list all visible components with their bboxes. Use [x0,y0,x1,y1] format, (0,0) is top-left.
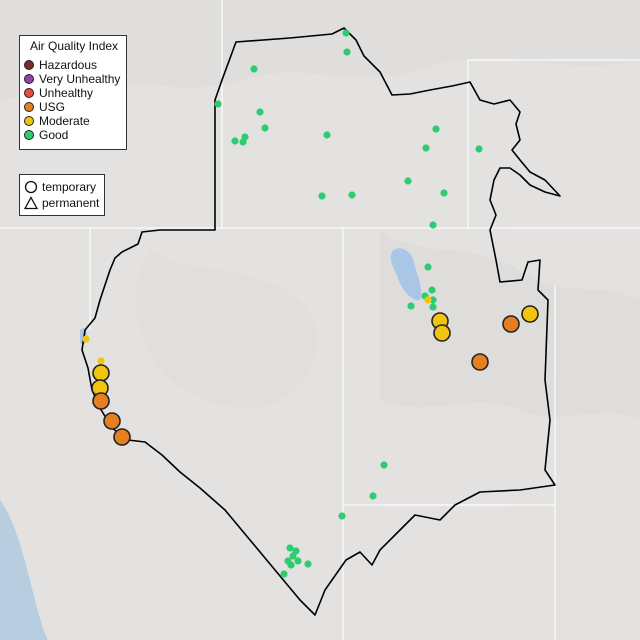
good-monitor-marker[interactable] [429,303,437,311]
legend-item-temporary: temporary [24,180,96,194]
good-monitor-marker[interactable] [287,561,295,569]
legend-item-good: Good [24,128,68,142]
legend-label: USG [39,100,66,114]
good-monitor-marker[interactable] [369,492,377,500]
legend-label: Very Unhealthy [39,72,121,86]
good-monitor-marker[interactable] [231,137,239,145]
circle-outline-icon [24,180,38,194]
legend-item-very-unhealthy: Very Unhealthy [24,72,120,86]
good-monitor-marker[interactable] [380,461,388,469]
good-monitor-marker[interactable] [424,263,432,271]
elevated-monitor-layer [91,305,539,446]
good-monitor-marker[interactable] [428,286,436,294]
good-monitor-marker[interactable] [214,100,222,108]
region-boundary [81,27,561,616]
good-monitor-marker[interactable] [286,544,294,552]
good-monitor-marker[interactable] [250,65,258,73]
moderate-monitor-marker[interactable] [424,296,432,304]
legend-item-unhealthy: Unhealthy [24,86,93,100]
aqi-legend: Air Quality Index Hazardous Very Unhealt… [19,35,127,150]
legend-item-permanent: permanent [24,196,99,210]
usg-monitor-marker[interactable] [502,315,520,333]
good-monitor-marker[interactable] [475,145,483,153]
monitor-type-legend: temporary permanent [19,174,105,216]
good-monitor-marker[interactable] [318,192,326,200]
good-monitor-marker[interactable] [342,29,350,37]
moderate-monitor-marker[interactable] [92,364,110,382]
legend-label: Moderate [39,114,90,128]
good-monitor-marker[interactable] [239,138,247,146]
moderate-monitor-marker[interactable] [521,305,539,323]
usg-monitor-marker[interactable] [471,353,489,371]
legend-title: Air Quality Index [30,39,119,53]
good-monitor-marker[interactable] [348,191,356,199]
good-monitor-marker[interactable] [429,221,437,229]
good-monitor-marker[interactable] [432,125,440,133]
good-monitor-marker[interactable] [304,560,312,568]
good-monitor-marker[interactable] [256,108,264,116]
good-monitor-marker[interactable] [429,296,437,304]
good-monitor-marker[interactable] [440,189,448,197]
legend-label: Unhealthy [39,86,94,100]
hazardous-swatch-icon [24,60,34,70]
usg-monitor-marker[interactable] [113,428,131,446]
legend-item-hazardous: Hazardous [24,58,97,72]
great-salt-lake [390,248,422,301]
moderate-monitor-marker[interactable] [97,357,105,365]
legend-label: Good [39,128,69,142]
good-monitor-marker[interactable] [261,124,269,132]
legend-label: Hazardous [39,58,98,72]
triangle-outline-icon [24,196,38,210]
legend-label: permanent [42,196,100,210]
good-monitor-layer [82,29,483,578]
moderate-swatch-icon [24,116,34,126]
good-monitor-marker[interactable] [422,144,430,152]
legend-item-moderate: Moderate [24,114,90,128]
good-monitor-marker[interactable] [407,302,415,310]
legend-label: temporary [42,180,97,194]
good-monitor-marker[interactable] [280,570,288,578]
good-monitor-marker[interactable] [338,512,346,520]
moderate-monitor-marker[interactable] [82,335,90,343]
usg-monitor-marker[interactable] [92,392,110,410]
legend-item-usg: USG [24,100,65,114]
moderate-monitor-marker[interactable] [433,324,451,342]
good-monitor-marker[interactable] [343,48,351,56]
good-monitor-marker[interactable] [289,552,297,560]
unhealthy-swatch-icon [24,88,34,98]
good-swatch-icon [24,130,34,140]
good-monitor-marker[interactable] [323,131,331,139]
ocean [0,500,48,640]
usg-monitor-marker[interactable] [103,412,121,430]
usg-swatch-icon [24,102,34,112]
good-monitor-marker[interactable] [294,557,302,565]
very-unhealthy-swatch-icon [24,74,34,84]
good-monitor-marker[interactable] [404,177,412,185]
